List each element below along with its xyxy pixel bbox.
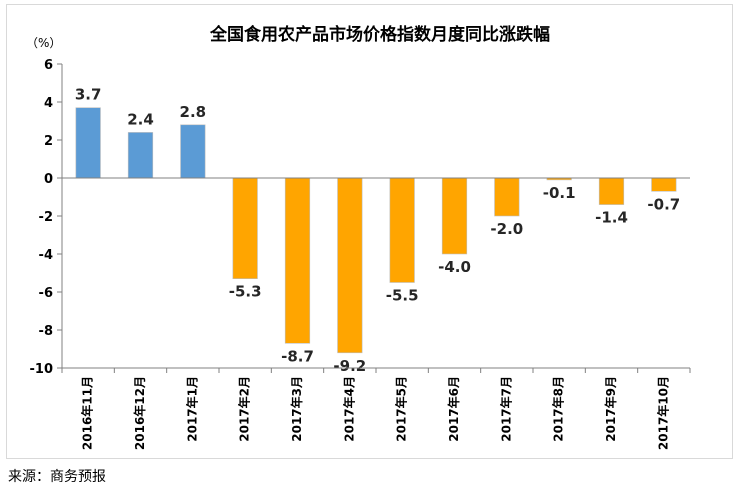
- bar: [494, 177, 520, 217]
- bar-value-label: 3.7: [75, 86, 102, 104]
- bar-value-label: -4.0: [438, 258, 471, 276]
- y-unit-label: （%）: [26, 36, 61, 50]
- x-tick-label: 2017年8月: [551, 376, 566, 442]
- x-axis: 2016年11月 2016年12月 2017年1月 2017年2月 2017年3月 201…: [61, 368, 691, 450]
- y-tick-label: 2: [44, 134, 53, 149]
- bar-value-label: -2.0: [490, 220, 523, 238]
- source-note: 来源：商务预报: [8, 469, 106, 485]
- bar: [75, 107, 101, 179]
- x-tick-label: 2016年11月: [80, 376, 95, 450]
- y-tick-label: -6: [39, 286, 53, 301]
- x-tick-label: 2017年6月: [446, 376, 461, 442]
- bar: [441, 177, 468, 255]
- bar-value-label: -5.5: [386, 287, 419, 305]
- bar-value-label: -9.2: [333, 357, 366, 375]
- bar-value-label: -5.3: [229, 283, 262, 301]
- bar: [598, 177, 625, 205]
- x-tick-label: 2017年10月: [655, 376, 670, 450]
- bar: [127, 132, 154, 179]
- bar-value-label: -0.1: [543, 184, 576, 202]
- y-tick-label: -2: [39, 210, 53, 225]
- chart-title: 全国食用农产品市场价格指数月度同比涨跌幅: [209, 24, 550, 45]
- bars: [75, 107, 677, 354]
- x-tick-label: 2017年7月: [498, 376, 513, 442]
- x-tick-label: 2017年3月: [289, 376, 304, 442]
- x-tick-label: 2017年1月: [184, 376, 199, 442]
- bar-value-label: 2.4: [127, 110, 154, 128]
- value-labels: 3.7 2.4 2.8 -5.3 -8.7 -9.2 -5.5 -4.0 -2.0 -0.1 -1.…: [75, 86, 680, 375]
- x-tick-label: 2017年9月: [603, 376, 618, 442]
- bar: [180, 124, 206, 179]
- y-tick-label: 6: [44, 58, 53, 73]
- bar-value-label: -1.4: [595, 209, 628, 227]
- bar-value-label: -0.7: [647, 195, 680, 213]
- bar-value-label: -8.7: [281, 347, 314, 365]
- bar: [389, 177, 415, 283]
- bar: [651, 177, 677, 192]
- x-tick-label: 2017年4月: [341, 376, 356, 442]
- bar: [232, 177, 258, 279]
- chart-frame: [6, 4, 733, 459]
- x-tick-label: 2016年12月: [132, 376, 147, 450]
- x-tick-label: 2017年2月: [237, 376, 252, 442]
- bar: [337, 177, 363, 354]
- y-tick-label: 0: [44, 172, 53, 187]
- bar-value-label: 2.8: [180, 103, 207, 121]
- y-tick-label: 4: [44, 96, 53, 111]
- bar: [284, 177, 311, 344]
- y-tick-label: -4: [39, 248, 53, 263]
- y-tick-label: -8: [39, 324, 53, 339]
- x-tick-label: 2017年5月: [394, 376, 409, 442]
- y-axis: 6 4 2 0 -2 -4 -6 -8 -10: [30, 58, 62, 377]
- y-tick-label: -10: [30, 362, 54, 377]
